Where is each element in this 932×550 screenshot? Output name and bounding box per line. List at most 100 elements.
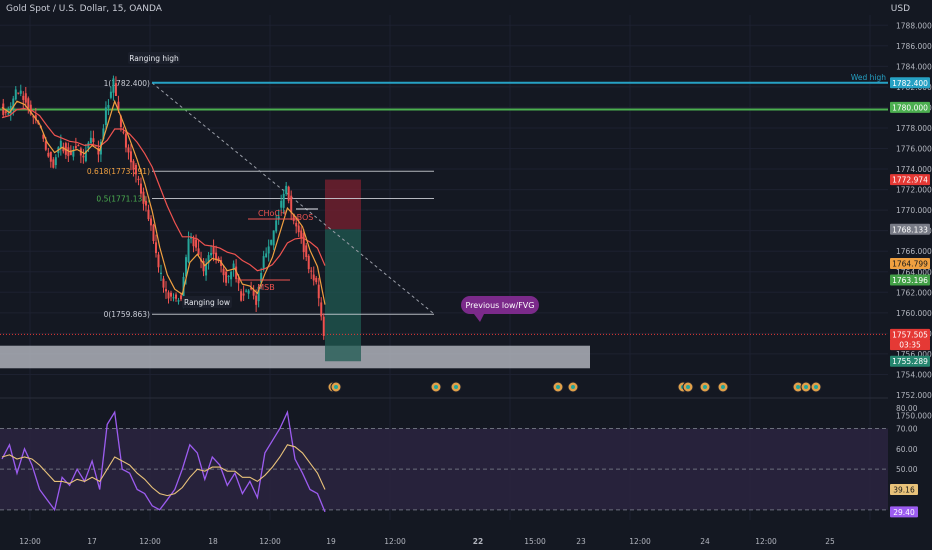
candle-body [144,200,147,206]
callout-label: Previous low/FVG [466,301,535,310]
price-tag: 1764.799 [892,260,928,269]
price-tag-bg [890,77,930,89]
rsi-line [1,409,326,513]
time-tick: 12:00 [755,537,777,546]
candle-body [77,145,80,147]
price-tag: 1757.505 [892,330,928,339]
candle-body [122,131,125,133]
candle-body [139,183,142,194]
candle-body [270,240,273,245]
candle-body [62,146,65,152]
candle-body [32,116,35,118]
rsi-tick: 60.00 [896,445,918,454]
price-tick: 1750.000 [896,412,932,421]
candle-body [12,98,15,110]
candle-body [159,272,162,274]
ranging-high-box [128,52,180,64]
event-icon-dot [796,385,800,389]
candle-body [257,287,260,302]
candle-body [112,78,115,93]
event-icon-dot [454,385,458,389]
price-tick: 1778.000 [896,124,932,133]
target-zone [325,229,361,362]
event-icons [327,381,822,393]
candle-body [247,290,250,294]
price-tick: 1752.000 [896,391,932,400]
time-tick: 15:00 [524,537,546,546]
time-tick: 12:00 [384,537,406,546]
price-tick: 1754.000 [896,370,932,379]
candle-body [127,147,130,153]
candle-body [82,155,85,158]
fib-level-0618-label: 0.618(1773.791) [87,167,150,176]
ema-lines [1,99,326,305]
candle-body [152,224,155,242]
event-icon-dot [804,385,808,389]
candle-body [170,292,173,297]
price-tick: 1774.000 [896,165,932,174]
time-tick: 17 [87,537,97,546]
candle-body [97,147,100,155]
candle-body [177,300,180,302]
candle-body [242,293,245,296]
candle-body [67,147,70,157]
candle-body [310,270,313,272]
candle-body [180,295,183,300]
candle-body [230,271,233,280]
candle-body [132,160,135,170]
event-icon-dot [334,385,338,389]
price-tag-bg [890,174,930,186]
rsi-tick: 80.00 [896,404,918,413]
stop-zone [325,179,361,230]
currency-label: USD [890,4,910,14]
candle-body [87,142,90,149]
time-tick: 12:00 [259,537,281,546]
grid [0,15,888,520]
candle-body [107,105,110,108]
candle-body [109,91,112,98]
candle-body [147,209,150,220]
bos-label: BOS [297,213,314,222]
time-tick: 12:00 [19,537,41,546]
candle-body [225,271,228,283]
candle-body [227,275,230,277]
time-tick: 12:00 [139,537,161,546]
candle-body [315,277,318,283]
candle-body [275,220,278,232]
candle-body [272,230,275,246]
candle-body [44,141,47,150]
price-tick: 1776.000 [896,145,932,154]
candle-body [322,316,325,336]
candle-body [202,260,205,272]
candle-body [255,295,258,305]
ranging-high-label: Ranging high [129,54,179,63]
candle-body [92,138,95,143]
candle-body [134,164,137,175]
candle-body [17,92,20,94]
candle-body [267,246,270,254]
candle-body [7,113,10,115]
candle-body [89,137,92,144]
candle-body [34,115,37,120]
price-tag: 1782.400 [892,79,928,88]
candle-body [9,105,12,114]
time-axis: 12:00 17 12:00 18 12:00 19 12:00 22 15:00 23 12:00… [19,537,835,546]
price-tag-bg [890,355,930,367]
candle-body [114,83,117,96]
candle-body [277,216,280,219]
candle-body [124,133,127,148]
candle-body [157,254,160,268]
candle-body [165,289,168,292]
price-tag: 1780.000 [892,103,928,112]
candle-body [250,287,253,290]
candle-body [320,302,323,317]
candle-body [212,246,215,255]
candle-body [154,242,157,254]
candle-body [4,111,7,114]
candle-body [47,152,50,157]
candle-body [102,128,105,140]
candle-body [295,222,298,227]
candle-body [22,95,25,100]
candle-body [237,278,240,284]
